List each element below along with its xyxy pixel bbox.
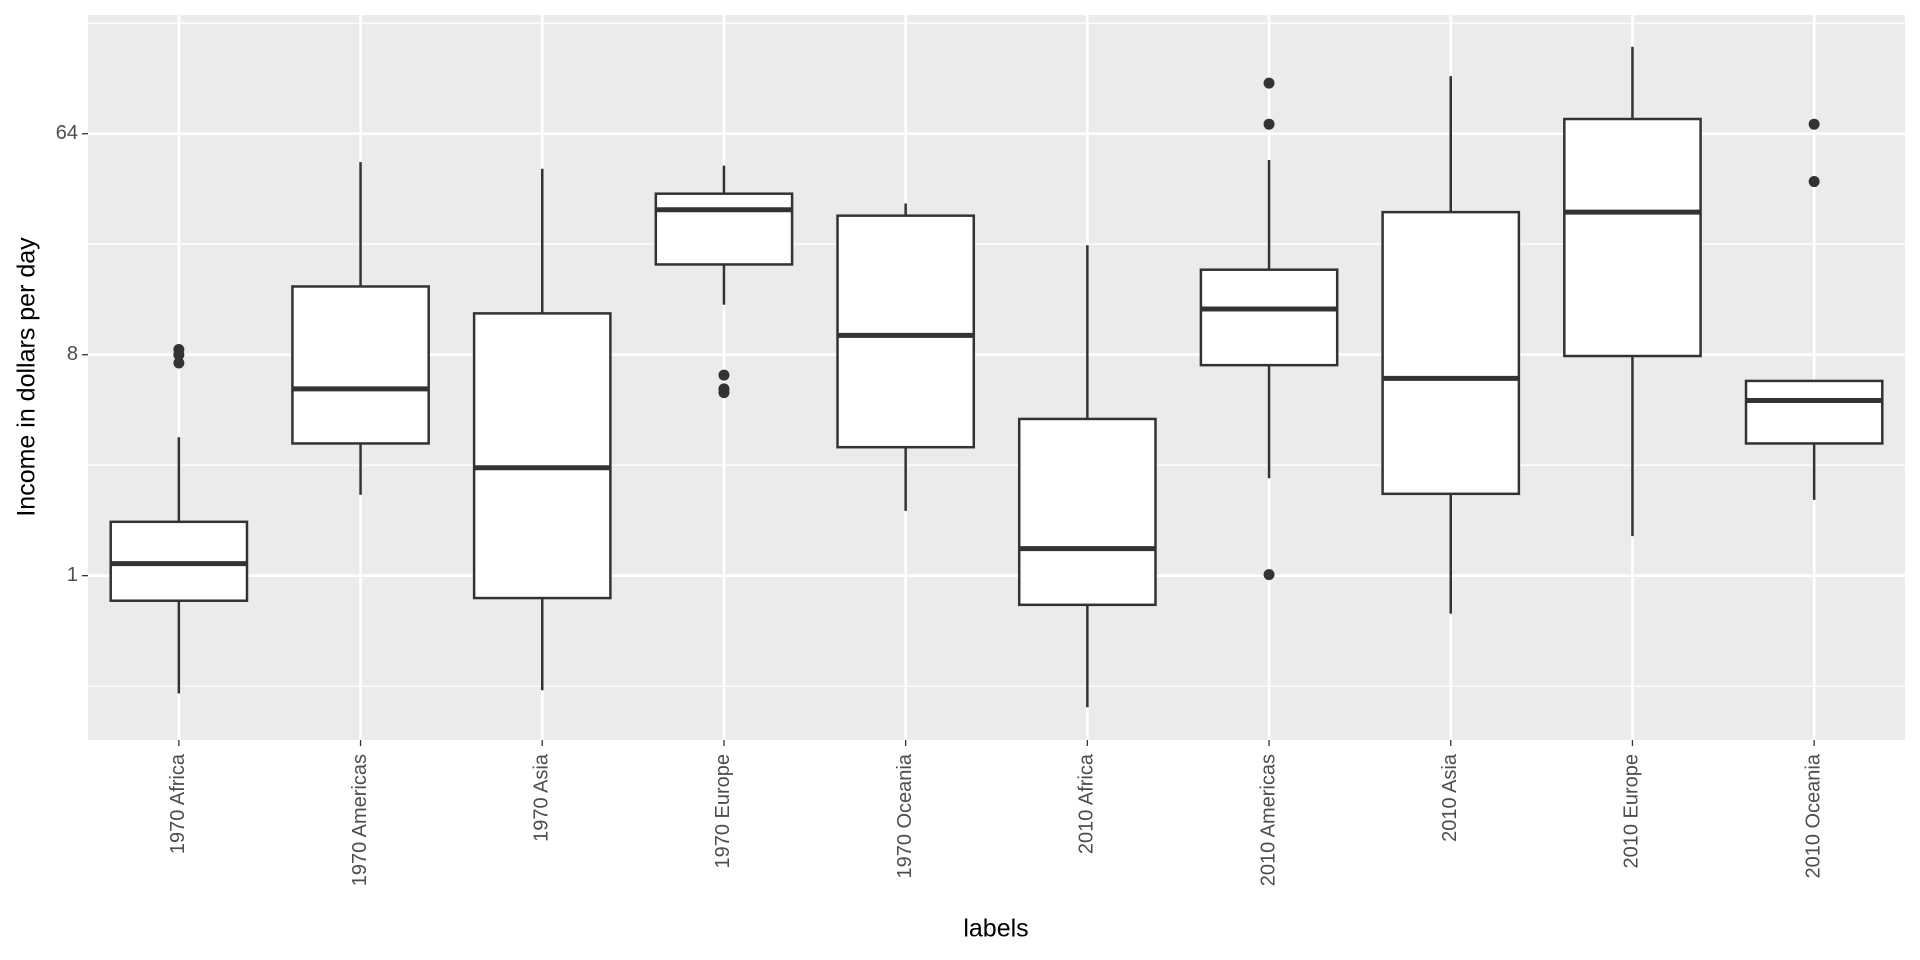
box	[1017, 417, 1157, 607]
x-tick-label: 2010 Europe	[1621, 754, 1643, 869]
x-tick-label: 1970 Americas	[349, 754, 371, 886]
x-axis-title: labels	[963, 915, 1028, 943]
outlier	[1808, 118, 1820, 130]
y-tick-label: 8	[67, 343, 78, 365]
box	[836, 214, 976, 449]
box	[1199, 268, 1339, 367]
x-tick-label: 2010 Africa	[1076, 753, 1098, 854]
box	[1563, 117, 1702, 358]
x-tick-label: 1970 Asia	[531, 753, 553, 842]
box	[654, 192, 794, 266]
outlier	[1263, 77, 1275, 89]
box	[291, 285, 430, 445]
outlier	[1263, 118, 1275, 130]
y-tick-label: 1	[67, 564, 78, 586]
outlier	[173, 349, 185, 361]
outlier	[718, 369, 730, 381]
x-tick-label: 2010 Asia	[1439, 753, 1461, 842]
box	[1744, 379, 1884, 445]
y-tick-label: 64	[56, 122, 78, 144]
box	[1381, 210, 1521, 496]
x-tick-label: 1970 Oceania	[894, 753, 916, 878]
x-tick-label: 2010 Oceania	[1802, 753, 1824, 878]
x-tick-label: 1970 Africa	[167, 753, 189, 854]
outlier	[718, 387, 730, 399]
x-tick-label: 2010 Americas	[1257, 754, 1279, 886]
outlier	[1808, 176, 1820, 188]
box	[472, 312, 612, 600]
y-axis-title: Income in dollars per day	[13, 237, 41, 517]
outlier	[173, 357, 185, 369]
x-tick-label: 1970 Europe	[712, 754, 734, 869]
outlier	[1263, 569, 1275, 581]
